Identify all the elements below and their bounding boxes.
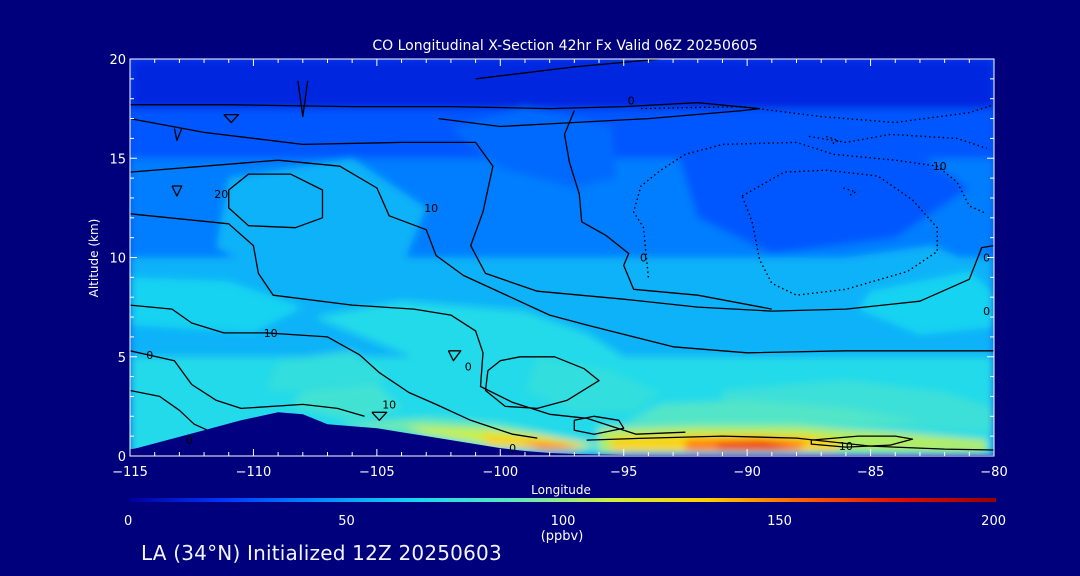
contour-label: 10 [382,398,396,411]
contour-line [130,117,994,312]
co-region [673,118,970,254]
contour-line [228,173,324,229]
contour-label: 0 [983,305,990,318]
y-tick-label: 15 [109,152,126,167]
contour-label: 0 [465,361,472,374]
contour-label: 10 [933,160,947,173]
contour-line [371,411,388,421]
initialization-footer: LA (34°N) Initialized 12Z 20250603 [141,541,502,565]
x-axis-label: Longitude [531,483,591,497]
contour-line [130,213,686,435]
contour-label: 10 [264,327,278,340]
x-tick-label: −95 [610,465,637,480]
x-tick-label: −85 [857,465,884,480]
contour-line [130,159,994,354]
x-tick-label: −90 [733,465,760,480]
contour-lines [130,59,994,451]
x-tick-label: −115 [112,465,148,480]
co-region [130,277,303,333]
co-region [858,271,994,335]
contour-label: 0 [983,252,990,265]
y-tick-label: 20 [109,53,126,68]
contour-label: 0 [186,434,193,447]
contour-line [475,59,661,80]
co-region [265,350,390,395]
co-region [623,400,920,429]
negative-contour-line [640,104,994,124]
co-region [525,356,661,415]
contour-line [484,356,600,410]
contour-label: 0 [640,252,647,265]
contour-label: 10 [424,202,438,215]
colorbar-ticks: 0 50 100 150 200 [124,514,1006,529]
co-region [722,245,982,286]
contour-line [130,304,538,439]
co-region [130,257,994,357]
co-region [315,301,624,377]
contour-line [586,435,994,451]
contour-line [573,415,625,435]
negative-contour-line [843,187,857,197]
colorbar-units: (ppbv) [541,529,584,544]
colorbar-tick-label: 0 [124,514,132,529]
colorbar-tick-label: 200 [981,514,1006,529]
x-tick-label: −80 [980,465,1007,480]
co-region [216,158,427,288]
contour-label: 10 [839,440,853,453]
y-tick-label: 5 [118,351,126,366]
terrain-mask [130,412,994,456]
terrain-shape [130,412,994,456]
co-concentration-field [130,59,994,456]
negative-contour-line [632,141,987,278]
contour-line [171,185,183,197]
contour-line [810,435,914,448]
contour-label: 0 [509,442,516,455]
contour-label: 0 [146,349,153,362]
contour-label: 0 [628,95,635,108]
contour-labels: 0 20 10 10 0 0 0 10 0 0 10 0 0 10 [146,95,990,455]
colorbar-tick-label: 100 [551,514,576,529]
co-region [130,59,994,109]
contour-line [130,102,761,128]
co-region [717,442,792,451]
co-region [290,384,402,421]
chart-title: CO Longitudinal X-Section 42hr Fx Valid … [372,38,757,54]
contour-line [130,350,365,417]
negative-contour-line [825,135,840,146]
contour-line [223,113,240,124]
x-tick-label: −100 [482,465,518,480]
colorbar: 0 50 100 150 200 (ppbv) [124,498,1006,544]
plot-area: 0 20 10 10 0 0 0 10 0 0 10 0 0 10 [129,58,995,457]
x-axis: −115 −110 −105 −100 −95 −90 −85 −80 [112,59,1008,480]
y-axis: 0 5 10 15 20 [109,53,994,465]
y-tick-label: 10 [109,252,126,267]
co-region [450,106,617,188]
contour-line [173,128,183,142]
co-region [520,441,582,451]
colorbar-strip [130,498,996,502]
contour-line [297,80,309,118]
colorbar-tick-label: 150 [767,514,792,529]
colorbar-tick-label: 50 [338,514,355,529]
x-tick-label: −110 [236,465,272,480]
contour-line [447,350,462,362]
x-tick-label: −105 [359,465,395,480]
y-axis-label: Altitude (km) [87,219,101,298]
y-tick-label: 0 [118,450,126,465]
contour-label: 20 [214,188,228,201]
contour-line [563,110,772,310]
